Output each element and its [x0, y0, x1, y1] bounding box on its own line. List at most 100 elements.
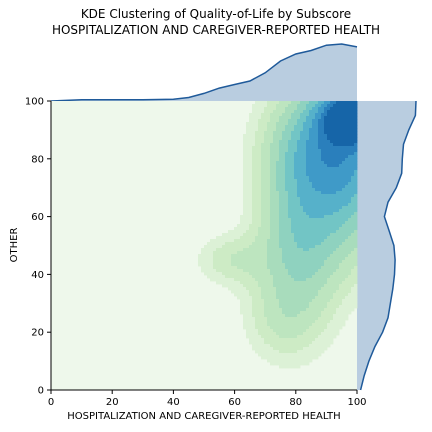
kde-contour-cell [243, 194, 247, 198]
kde-contour-cell [336, 191, 340, 195]
kde-contour-cell [288, 191, 292, 195]
kde-contour-cell [261, 185, 265, 189]
kde-contour-cell [270, 143, 274, 147]
kde-contour-cell [258, 251, 262, 255]
kde-contour-cell [279, 344, 283, 348]
kde-contour-cell [339, 122, 343, 126]
kde-contour-cell [306, 179, 310, 183]
kde-contour-cell [327, 176, 331, 180]
kde-contour-cell [270, 341, 274, 345]
kde-contour-cell [282, 266, 286, 270]
kde-contour-cell [309, 332, 313, 336]
kde-contour-cell [339, 284, 343, 288]
kde-contour-cell [273, 302, 277, 306]
kde-contour-cell [294, 362, 298, 366]
kde-contour-cell [324, 239, 328, 243]
kde-contour-cell [312, 335, 316, 339]
kde-contour-cell [249, 227, 253, 231]
kde-contour-cell [270, 251, 274, 255]
kde-contour-cell [267, 341, 271, 345]
kde-contour-cell [330, 146, 334, 150]
kde-contour-cell [276, 239, 280, 243]
kde-contour-cell [300, 206, 304, 210]
kde-contour-cell [327, 122, 331, 126]
kde-contour-cell [273, 140, 277, 144]
kde-contour-cell [345, 296, 349, 300]
kde-contour-cell [246, 131, 250, 135]
kde-contour-cell [273, 299, 277, 303]
kde-contour-cell [219, 239, 223, 243]
kde-contour-cell [306, 104, 310, 108]
kde-contour-cell [279, 347, 283, 351]
kde-contour-cell [303, 290, 307, 294]
kde-contour-cell [303, 320, 307, 324]
kde-contour-cell [294, 263, 298, 267]
kde-contour-cell [246, 257, 250, 261]
kde-contour-cell [249, 338, 253, 342]
kde-contour-cell [312, 350, 316, 354]
kde-contour-cell [327, 188, 331, 192]
kde-contour-cell [297, 305, 301, 309]
kde-contour-cell [276, 233, 280, 237]
kde-contour-cell [282, 104, 286, 108]
kde-contour-cell [258, 167, 262, 171]
kde-contour-cell [267, 314, 271, 318]
kde-contour-cell [207, 248, 211, 252]
kde-contour-cell [288, 308, 292, 312]
kde-contour-cell [288, 176, 292, 180]
kde-contour-cell [282, 128, 286, 132]
kde-contour-cell [294, 203, 298, 207]
kde-contour-cell [234, 260, 238, 264]
kde-contour-cell [264, 206, 268, 210]
kde-contour-cell [201, 248, 205, 252]
kde-contour-cell [255, 296, 259, 300]
kde-contour-cell [294, 239, 298, 243]
kde-contour-cell [354, 137, 358, 141]
kde-contour-cell [306, 347, 310, 351]
kde-contour-cell [342, 215, 346, 219]
kde-contour-cell [270, 254, 274, 258]
kde-contour-cell [306, 230, 310, 234]
kde-contour-cell [282, 191, 286, 195]
kde-contour-cell [270, 128, 274, 132]
kde-contour-cell [318, 350, 322, 354]
kde-contour-cell [318, 323, 322, 327]
kde-contour-cell [279, 332, 283, 336]
kde-contour-cell [354, 299, 358, 303]
kde-contour-cell [234, 257, 238, 261]
kde-contour-cell [261, 122, 265, 126]
kde-contour-cell [252, 173, 256, 177]
kde-contour-cell [285, 137, 289, 141]
kde-contour-cell [333, 233, 337, 237]
kde-contour-cell [282, 119, 286, 123]
kde-contour-cell [351, 203, 355, 207]
kde-contour-cell [336, 179, 340, 183]
kde-contour-cell [243, 218, 247, 222]
kde-contour-cell [327, 287, 331, 291]
kde-contour-cell [324, 155, 328, 159]
kde-contour-cell [354, 302, 358, 306]
kde-contour-cell [246, 140, 250, 144]
kde-contour-cell [291, 344, 295, 348]
kde-contour-cell [303, 299, 307, 303]
kde-contour-cell [276, 263, 280, 267]
kde-contour-cell [354, 236, 358, 240]
kde-contour-cell [321, 323, 325, 327]
kde-contour-cell [354, 290, 358, 294]
kde-contour-cell [246, 281, 250, 285]
kde-contour-cell [342, 161, 346, 165]
kde-contour-cell [342, 137, 346, 141]
kde-contour-cell [276, 215, 280, 219]
kde-contour-cell [297, 308, 301, 312]
kde-contour-cell [318, 224, 322, 228]
kde-contour-cell [273, 239, 277, 243]
kde-contour-cell [297, 314, 301, 318]
kde-contour-cell [351, 164, 355, 168]
kde-contour-cell [339, 125, 343, 129]
kde-contour-cell [306, 353, 310, 357]
kde-contour-cell [294, 167, 298, 171]
kde-contour-cell [252, 188, 256, 192]
kde-contour-cell [342, 176, 346, 180]
kde-contour-cell [345, 197, 349, 201]
kde-contour-cell [318, 353, 322, 357]
